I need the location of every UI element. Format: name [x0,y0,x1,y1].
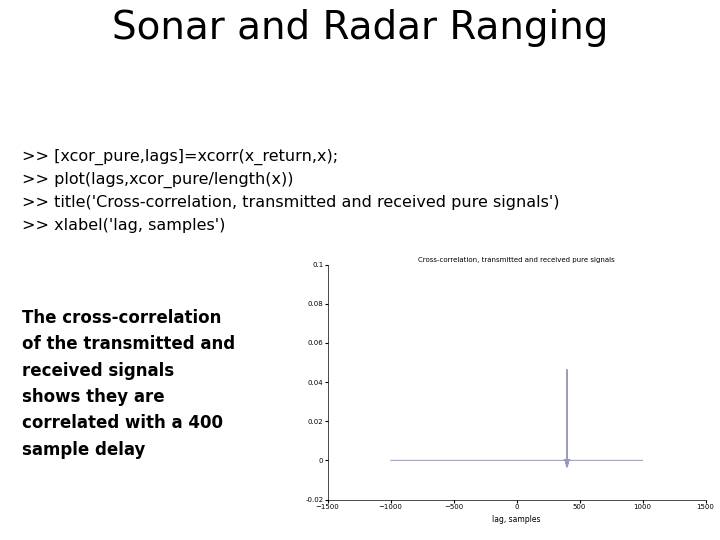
Title: Cross-correlation, transmitted and received pure signals: Cross-correlation, transmitted and recei… [418,257,615,263]
X-axis label: lag, samples: lag, samples [492,515,541,524]
Text: Sonar and Radar Ranging: Sonar and Radar Ranging [112,9,608,47]
Text: >> [xcor_pure,lags]=xcorr(x_return,x);
>> plot(lags,xcor_pure/length(x))
>> titl: >> [xcor_pure,lags]=xcorr(x_return,x); >… [22,148,559,233]
Text: The cross-correlation
of the transmitted and
received signals
shows they are
cor: The cross-correlation of the transmitted… [22,309,235,459]
